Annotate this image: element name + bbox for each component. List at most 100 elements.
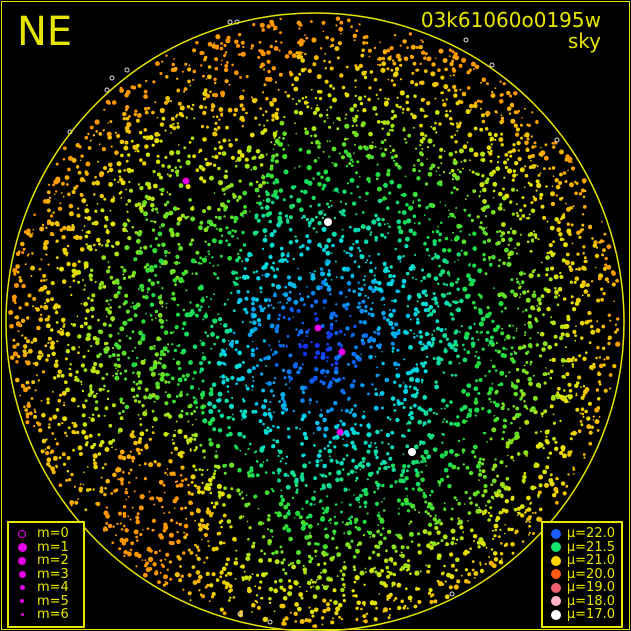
star [434, 57, 437, 59]
star [487, 238, 491, 243]
star [340, 587, 345, 593]
star [343, 487, 348, 492]
star [526, 350, 530, 354]
star [274, 81, 278, 84]
star [340, 344, 343, 347]
star [528, 534, 530, 536]
star [387, 56, 392, 61]
star [390, 68, 394, 72]
star [174, 166, 177, 169]
star [287, 591, 293, 597]
star [405, 587, 408, 590]
star [178, 578, 183, 583]
star [135, 382, 139, 386]
star [417, 487, 422, 492]
star [99, 173, 104, 178]
star [144, 295, 149, 300]
star [522, 290, 527, 295]
star [286, 296, 292, 302]
star [175, 150, 181, 155]
star [345, 432, 351, 438]
star [319, 285, 324, 290]
star [298, 329, 304, 335]
star [198, 574, 203, 580]
star [17, 330, 20, 333]
star [262, 339, 267, 343]
star [192, 69, 197, 74]
star [85, 308, 90, 313]
star [448, 116, 453, 121]
star [123, 524, 126, 528]
star [301, 244, 305, 248]
star [473, 386, 479, 392]
star [494, 369, 498, 372]
star [83, 368, 88, 372]
star [547, 345, 552, 350]
star [338, 615, 341, 619]
star [176, 345, 178, 347]
star [321, 381, 326, 386]
star [57, 369, 63, 375]
star [341, 142, 347, 147]
star [456, 223, 462, 229]
star [149, 302, 155, 307]
star [445, 283, 449, 287]
star [218, 118, 221, 121]
star [358, 501, 361, 504]
star [230, 215, 234, 219]
star [20, 241, 25, 247]
star [431, 333, 434, 336]
star [465, 465, 470, 470]
star [242, 45, 245, 49]
star [255, 594, 259, 597]
star [198, 151, 201, 154]
star [310, 578, 313, 582]
star [150, 202, 155, 208]
star [548, 277, 553, 282]
star [469, 169, 471, 172]
star [49, 451, 53, 455]
star [305, 618, 309, 621]
star [516, 280, 520, 284]
star [83, 321, 88, 326]
star [315, 459, 320, 464]
star [491, 254, 496, 260]
star [586, 424, 591, 429]
star [193, 484, 197, 488]
star [419, 144, 422, 147]
star [376, 120, 381, 124]
star [359, 305, 362, 308]
star [499, 80, 502, 83]
star [277, 472, 280, 475]
star [105, 341, 109, 345]
star [350, 539, 354, 543]
star [332, 377, 336, 381]
star [289, 376, 293, 381]
star [214, 154, 219, 160]
star [396, 348, 400, 352]
star [376, 331, 381, 336]
star [416, 366, 418, 369]
star [400, 545, 405, 550]
star [334, 503, 338, 506]
star [462, 343, 465, 347]
star [449, 122, 453, 125]
star [271, 200, 275, 205]
star [416, 310, 420, 314]
star [271, 113, 276, 118]
star [178, 392, 183, 398]
star [420, 470, 423, 474]
star [41, 370, 46, 374]
star [286, 502, 291, 507]
star [102, 165, 108, 171]
star [235, 164, 238, 168]
star [78, 346, 80, 348]
star [132, 380, 136, 384]
star [273, 377, 277, 380]
star [130, 139, 134, 143]
star [117, 454, 124, 460]
star [236, 300, 241, 305]
star [27, 293, 32, 298]
star [300, 596, 304, 600]
star [546, 220, 549, 223]
